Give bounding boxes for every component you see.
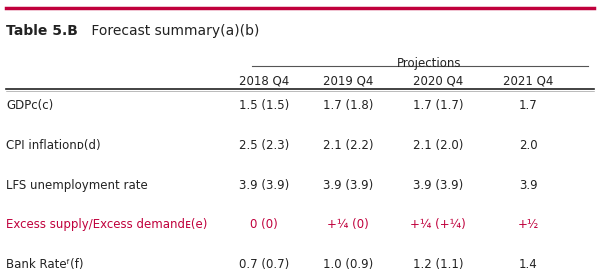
Text: Bank Rateᶠ(f): Bank Rateᶠ(f) [6,258,83,271]
Text: CPI inflationᴅ(d): CPI inflationᴅ(d) [6,139,101,152]
Text: 2.1 (2.0): 2.1 (2.0) [413,139,463,152]
Text: 0.7 (0.7): 0.7 (0.7) [239,258,289,271]
Text: Projections: Projections [397,57,461,70]
Text: Excess supply/Excess demandᴇ(e): Excess supply/Excess demandᴇ(e) [6,218,208,231]
Text: 3.9 (3.9): 3.9 (3.9) [323,179,373,192]
Text: 2.1 (2.2): 2.1 (2.2) [323,139,373,152]
Text: 3.9 (3.9): 3.9 (3.9) [413,179,463,192]
Text: LFS unemployment rate: LFS unemployment rate [6,179,148,192]
Text: 2018 Q4: 2018 Q4 [239,75,289,88]
Text: 2.5 (2.3): 2.5 (2.3) [239,139,289,152]
Text: 1.7 (1.7): 1.7 (1.7) [413,99,463,112]
Text: 1.5 (1.5): 1.5 (1.5) [239,99,289,112]
Text: +½: +½ [517,218,539,231]
Text: 1.7: 1.7 [518,99,538,112]
Text: 1.7 (1.8): 1.7 (1.8) [323,99,373,112]
Text: 2021 Q4: 2021 Q4 [503,75,553,88]
Text: 2020 Q4: 2020 Q4 [413,75,463,88]
Text: 3.9: 3.9 [518,179,538,192]
Text: +¼ (0): +¼ (0) [327,218,369,231]
Text: +¼ (+¼): +¼ (+¼) [410,218,466,231]
Text: GDPᴄ(c): GDPᴄ(c) [6,99,53,112]
Text: 1.0 (0.9): 1.0 (0.9) [323,258,373,271]
Text: 1.4: 1.4 [518,258,538,271]
Text: Forecast summary(a)(b): Forecast summary(a)(b) [87,24,259,38]
Text: 1.2 (1.1): 1.2 (1.1) [413,258,463,271]
Text: 3.9 (3.9): 3.9 (3.9) [239,179,289,192]
Text: Table 5.B: Table 5.B [6,24,78,38]
Text: 2019 Q4: 2019 Q4 [323,75,373,88]
Text: 0 (0): 0 (0) [250,218,278,231]
Text: 2.0: 2.0 [518,139,538,152]
